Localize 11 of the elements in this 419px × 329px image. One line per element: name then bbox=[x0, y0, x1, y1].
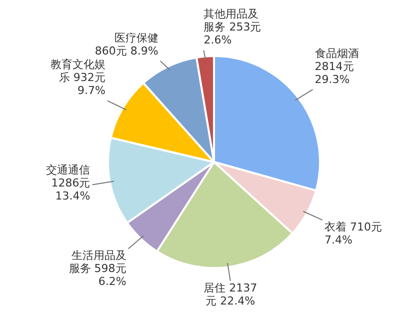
slice-label: 教育文化娱乐 932元 9.7% bbox=[50, 58, 106, 98]
data-label: 1286元 13.4% bbox=[51, 176, 90, 203]
slice-label: 居住 2137元 22.4% bbox=[204, 281, 258, 308]
slice-label: 生活用品及服务 598元 6.2% bbox=[68, 249, 126, 288]
slice-label: 交通通信 bbox=[46, 164, 90, 177]
data-label: 860元 8.9% bbox=[94, 44, 158, 58]
slice-label: 其他用品及服务 253元 2.6% bbox=[204, 8, 262, 47]
slice-label: 食品烟酒 bbox=[314, 46, 359, 60]
data-label: 2814元 29.3% bbox=[314, 60, 354, 86]
slice-label: 医疗保健 bbox=[114, 31, 158, 44]
slice-label: 衣着 710元 7.4% bbox=[324, 220, 382, 246]
